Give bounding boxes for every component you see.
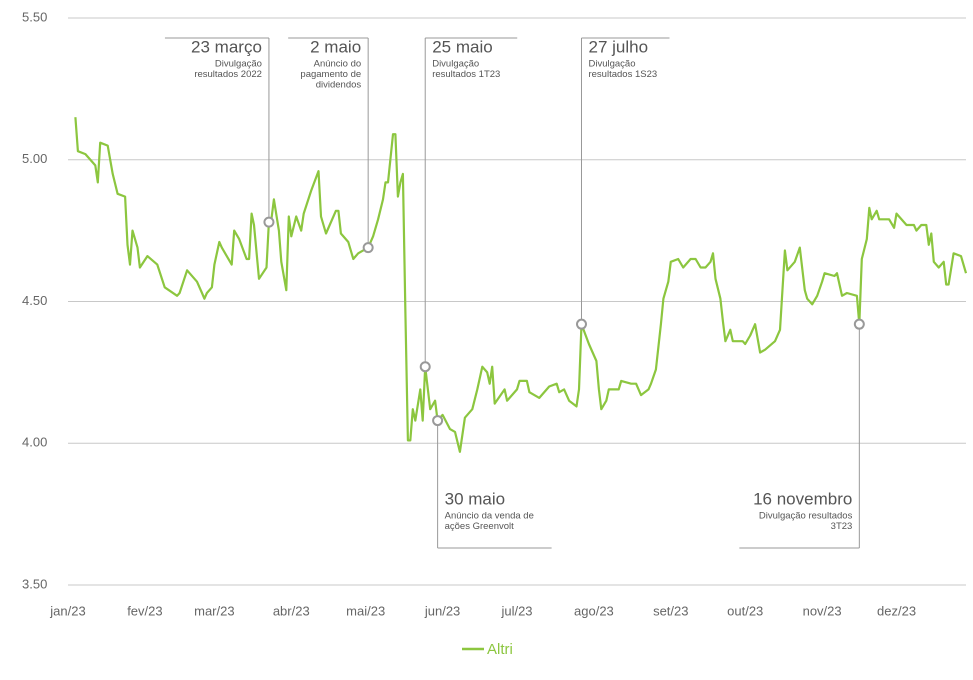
- annotation-text: dividendos: [316, 80, 362, 91]
- x-tick-label: fev/23: [127, 603, 162, 618]
- x-tick-label: ago/23: [574, 603, 614, 618]
- x-tick-label: jan/23: [49, 603, 85, 618]
- annotation-title: 30 maio: [445, 489, 505, 508]
- annotation-text: ações Greenvolt: [445, 521, 515, 532]
- y-tick-label: 4.00: [22, 435, 47, 450]
- x-tick-label: nov/23: [803, 603, 842, 618]
- annotation-text: Divulgação: [215, 59, 262, 70]
- annotation-text: Anúncio do: [314, 59, 362, 70]
- y-tick-label: 5.00: [22, 151, 47, 166]
- annotation-title: 16 novembro: [753, 489, 852, 508]
- x-tick-label: jul/23: [500, 603, 532, 618]
- annotation-marker: [432, 415, 444, 427]
- annotation-title: 25 maio: [432, 37, 492, 56]
- x-tick-label: mai/23: [346, 603, 385, 618]
- annotation-title: 23 março: [191, 37, 262, 56]
- line: [74, 117, 968, 453]
- x-tick-label: out/23: [727, 603, 763, 618]
- x-tick-label: dez/23: [877, 603, 916, 618]
- annotation-text: pagamento de: [300, 69, 361, 80]
- annotation-marker: [362, 242, 374, 254]
- legend-label: Altri: [487, 641, 513, 658]
- annotation-text: Anúncio da venda de: [445, 511, 534, 522]
- annotation-marker: [853, 318, 865, 330]
- annotation-title: 27 julho: [588, 37, 648, 56]
- annotation-text: resultados 2022: [194, 69, 262, 80]
- y-tick-label: 4.50: [22, 293, 47, 308]
- annotation-text: 3T23: [831, 521, 853, 532]
- y-tick-label: 3.50: [22, 576, 47, 591]
- annotation-text: resultados 1T23: [432, 69, 500, 80]
- annotation-text: Divulgação: [588, 59, 635, 70]
- annotation-text: Divulgação: [432, 59, 479, 70]
- annotation-title: 2 maio: [310, 37, 361, 56]
- y-tick-label: 5.50: [22, 9, 47, 24]
- annotation-marker: [419, 361, 431, 373]
- x-tick-label: mar/23: [194, 603, 234, 618]
- x-tick-label: jun/23: [424, 603, 460, 618]
- annotation-marker: [263, 216, 275, 228]
- x-tick-label: set/23: [653, 603, 688, 618]
- annotation-text: Divulgação resultados: [759, 511, 853, 522]
- x-tick-label: abr/23: [273, 603, 310, 618]
- annotation-marker: [575, 318, 587, 330]
- annotation-text: resultados 1S23: [588, 69, 657, 80]
